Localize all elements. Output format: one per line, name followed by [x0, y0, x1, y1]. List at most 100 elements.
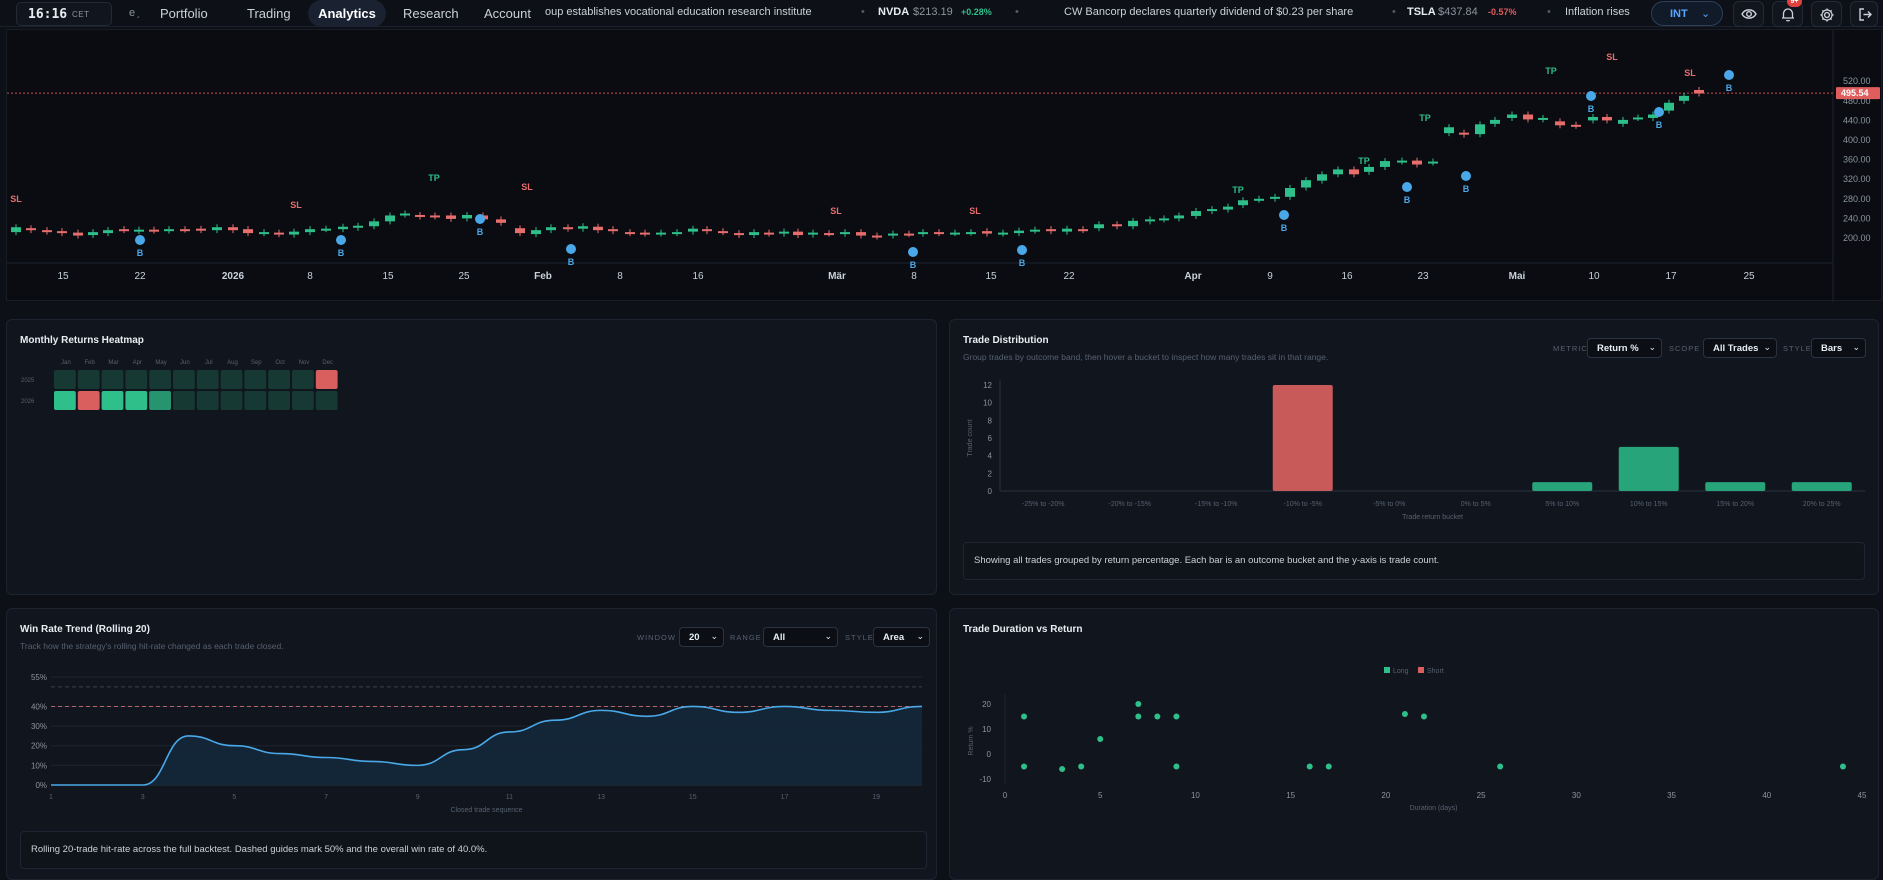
winrate-note: Rolling 20-trade hit-rate across the ful… — [20, 831, 927, 869]
candlestick — [1333, 169, 1343, 175]
y-tick-label: 4 — [988, 452, 993, 461]
nav-account[interactable]: Account — [484, 0, 544, 27]
x-tick-label: 40 — [1762, 791, 1771, 800]
nav-analytics-label: Analytics — [318, 6, 376, 21]
nav-research[interactable]: Research — [403, 0, 463, 27]
candlestick — [385, 215, 395, 222]
candlestick — [808, 232, 818, 235]
price-tick-label: 480.00 — [1843, 96, 1871, 106]
candlestick — [546, 227, 556, 231]
legend-short-label: Short — [1427, 668, 1444, 675]
x-tick-label: 0% to 5% — [1461, 501, 1491, 508]
x-tick-label: 45 — [1858, 791, 1867, 800]
style-select[interactable]: Bars ⌄ — [1811, 338, 1866, 358]
window-select[interactable]: 20 ⌄ — [679, 627, 724, 647]
candlestick — [1254, 198, 1264, 201]
candlestick — [228, 227, 238, 231]
candlestick — [1159, 218, 1169, 221]
heatmap-cell — [149, 391, 171, 410]
candlestick — [531, 230, 541, 235]
stop-loss-marker: SL — [290, 200, 302, 210]
watch-button[interactable] — [1733, 1, 1764, 27]
scatter-point — [1135, 713, 1142, 720]
candlestick — [625, 232, 635, 235]
x-tick-label: 7 — [324, 794, 328, 801]
heatmap-cell — [196, 391, 219, 410]
nav-portfolio[interactable]: Portfolio — [160, 0, 226, 27]
buy-marker-label: B — [477, 227, 484, 237]
market-selector-label: INT — [1670, 8, 1688, 20]
notification-count-badge: 9+ — [1787, 0, 1802, 7]
trade-duration-vs-return-card: Trade Duration vs Return Long Short 20 10 0 -… — [949, 608, 1879, 880]
candlestick — [1062, 228, 1072, 232]
candlestick — [1397, 160, 1407, 163]
settings-button[interactable] — [1811, 1, 1842, 27]
candlestick — [1459, 132, 1469, 135]
stop-loss-marker: SL — [830, 206, 842, 216]
buy-marker-label: B — [568, 257, 575, 267]
candlestick — [904, 233, 914, 236]
candlestick — [1412, 160, 1422, 165]
y-axis-label: Return % — [968, 726, 975, 755]
metric-select[interactable]: Return % ⌄ — [1587, 338, 1662, 358]
buy-marker-label: B — [1463, 184, 1470, 194]
candlestick — [1174, 215, 1184, 219]
duration-scatter-chart[interactable]: Long Short 20 10 0 -10 Return % 0 5 10 15 20 25 30 35 4… — [950, 644, 1880, 814]
winrate-title: Win Rate Trend (Rolling 20) — [20, 624, 150, 635]
scope-select[interactable]: All Trades ⌄ — [1703, 338, 1777, 358]
market-clock[interactable]: 16:16 CET — [16, 2, 112, 26]
news-ticker[interactable]: oup establishes vocational education res… — [545, 0, 1651, 27]
y-tick-label: 10 — [983, 399, 992, 408]
candlestick — [718, 231, 728, 234]
candlestick — [119, 229, 129, 232]
heatmap-cell — [125, 370, 148, 389]
x-tick-label: 15% to 20% — [1716, 501, 1754, 508]
heatmap-month-label: May — [155, 360, 166, 366]
metric-select-value: Return % — [1597, 343, 1639, 354]
candlestick — [259, 232, 269, 235]
time-tick-label: Mai — [1509, 271, 1526, 282]
winrate-style-select[interactable]: Area ⌄ — [873, 627, 930, 647]
candlestick — [26, 228, 36, 231]
x-tick-label: 5 — [1098, 791, 1103, 800]
heatmap-cell — [101, 370, 124, 389]
candlestick — [608, 229, 618, 232]
time-tick-label: 15 — [57, 271, 69, 282]
y-tick-label: 2 — [988, 469, 993, 478]
eye-icon — [1741, 9, 1757, 19]
candlestick — [918, 232, 928, 235]
x-axis-label: Closed trade sequence — [451, 807, 523, 814]
distribution-bar-chart[interactable]: 0 2 4 6 8 10 12 Trade count -25% to -20% -20% to … — [950, 370, 1880, 520]
chevron-down-icon: ⌄ — [824, 631, 832, 641]
scatter-point — [1135, 701, 1142, 707]
winrate-style-label: STYLE — [845, 633, 874, 642]
win-rate-area — [51, 706, 922, 785]
y-tick-label: 20 — [982, 700, 991, 709]
range-select[interactable]: All ⌄ — [763, 627, 838, 647]
buy-marker-label: B — [1588, 104, 1595, 114]
buy-marker — [336, 235, 346, 245]
style-select-value: Bars — [1821, 343, 1843, 354]
take-profit-marker: TP — [1545, 66, 1557, 76]
scatter-point — [1173, 713, 1180, 720]
candlestick — [1223, 206, 1233, 210]
language-indicator[interactable]: eˏ — [129, 7, 141, 19]
candlestick — [1285, 188, 1295, 197]
y-tick-label: 8 — [988, 416, 993, 425]
ticker-change: +0.28% — [961, 7, 992, 17]
nav-trading[interactable]: Trading — [247, 0, 302, 27]
price-candlestick-chart[interactable]: 520.00 480.00 440.00 400.00 360.00 320.00 280.… — [6, 29, 1882, 302]
heatmap-cell — [292, 391, 314, 410]
candlestick — [840, 232, 850, 235]
candlestick — [149, 229, 159, 232]
heatmap-month-label: Aug — [227, 360, 238, 366]
price-tick-label: 320.00 — [1843, 174, 1871, 184]
nav-analytics[interactable]: Analytics — [308, 0, 386, 27]
market-selector-button[interactable]: INT ⌄ — [1651, 1, 1723, 26]
candlestick — [563, 227, 573, 230]
buy-marker — [1402, 182, 1412, 192]
x-tick-label: 15 — [1286, 791, 1295, 800]
heatmap-month-label: Jul — [205, 360, 213, 366]
logout-button[interactable] — [1850, 1, 1878, 27]
